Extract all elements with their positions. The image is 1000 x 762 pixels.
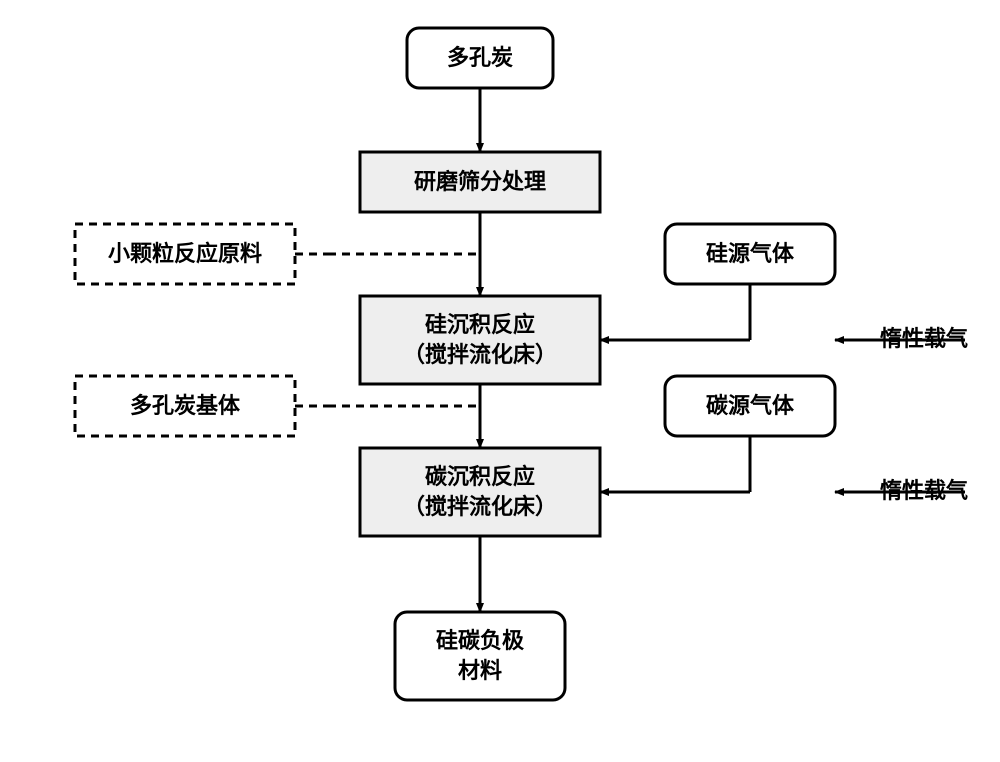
node-s1: 硅源气体 xyxy=(665,224,835,284)
node-label: 碳源气体 xyxy=(706,393,795,418)
node-label: 研磨筛分处理 xyxy=(414,169,546,194)
node-label: 硅沉积反应 xyxy=(425,312,535,337)
node-label: 多孔炭 xyxy=(447,45,513,70)
free-label: 惰性载气 xyxy=(880,326,968,351)
node-label: 多孔炭基体 xyxy=(130,393,241,418)
flowchart-canvas: 多孔炭研磨筛分处理硅沉积反应 （搅拌流化床） 碳沉积反应 （搅拌流化床） 硅碳负极材料 小… xyxy=(0,0,1000,762)
node-label: 小颗粒反应原料 xyxy=(108,241,262,266)
node-n1: 多孔炭 xyxy=(407,28,553,88)
free-label: 惰性载气 xyxy=(880,478,968,503)
node-label: 硅碳负极 xyxy=(436,628,525,653)
node-label: （搅拌流化床） xyxy=(403,494,557,519)
node-n4: 碳沉积反应 （搅拌流化床） xyxy=(360,448,600,536)
node-label: 硅源气体 xyxy=(706,241,795,266)
node-n3: 硅沉积反应 （搅拌流化床） xyxy=(360,296,600,384)
node-label: （搅拌流化床） xyxy=(403,342,557,367)
node-label: 碳沉积反应 xyxy=(425,464,535,489)
node-n5: 硅碳负极材料 xyxy=(395,612,565,700)
node-s2: 碳源气体 xyxy=(665,376,835,436)
node-d1: 小颗粒反应原料 xyxy=(75,224,295,284)
node-label: 材料 xyxy=(458,658,502,683)
node-d2: 多孔炭基体 xyxy=(75,376,295,436)
node-n2: 研磨筛分处理 xyxy=(360,152,600,212)
